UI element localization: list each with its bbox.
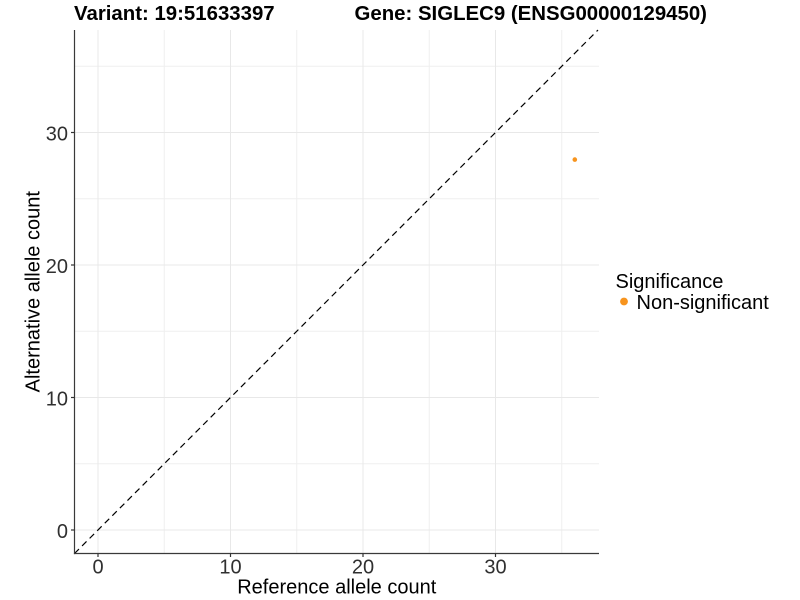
svg-text:0: 0 [57,521,68,543]
svg-text:10: 10 [46,389,68,411]
svg-text:20: 20 [46,256,68,278]
svg-text:Variant: 19:51633397: Variant: 19:51633397 [74,3,275,25]
svg-text:10: 10 [219,557,241,579]
svg-text:0: 0 [92,557,103,579]
svg-text:Significance: Significance [616,271,724,293]
svg-text:Non-significant: Non-significant [637,292,770,314]
svg-text:20: 20 [352,557,374,579]
svg-text:30: 30 [484,557,506,579]
svg-text:30: 30 [46,124,68,146]
svg-text:Reference allele count: Reference allele count [237,577,436,599]
svg-text:Alternative allele count: Alternative allele count [22,191,44,393]
svg-text:Gene: SIGLEC9 (ENSG00000129450: Gene: SIGLEC9 (ENSG00000129450) [355,3,707,25]
